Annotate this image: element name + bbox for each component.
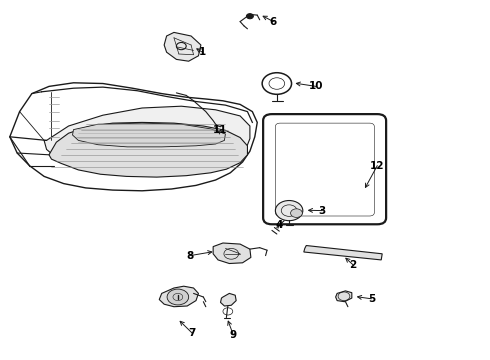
- Text: 10: 10: [309, 81, 323, 91]
- Text: 8: 8: [187, 251, 194, 261]
- Text: 1: 1: [199, 47, 206, 57]
- Text: 4: 4: [275, 220, 283, 230]
- Text: 9: 9: [230, 330, 237, 340]
- Polygon shape: [220, 293, 236, 306]
- Text: 2: 2: [349, 260, 356, 270]
- Text: 5: 5: [368, 294, 375, 304]
- Polygon shape: [213, 243, 251, 264]
- Circle shape: [246, 14, 253, 19]
- Circle shape: [275, 201, 303, 221]
- Text: 6: 6: [270, 17, 277, 27]
- Text: 11: 11: [213, 125, 228, 135]
- Polygon shape: [164, 32, 201, 61]
- Circle shape: [291, 209, 302, 217]
- Text: 3: 3: [319, 206, 326, 216]
- Polygon shape: [159, 286, 198, 307]
- Polygon shape: [73, 123, 225, 147]
- Polygon shape: [49, 122, 247, 177]
- Polygon shape: [336, 291, 352, 302]
- Text: 12: 12: [370, 161, 385, 171]
- Circle shape: [167, 289, 189, 305]
- Polygon shape: [44, 106, 250, 173]
- Polygon shape: [304, 246, 382, 260]
- Text: 7: 7: [188, 328, 196, 338]
